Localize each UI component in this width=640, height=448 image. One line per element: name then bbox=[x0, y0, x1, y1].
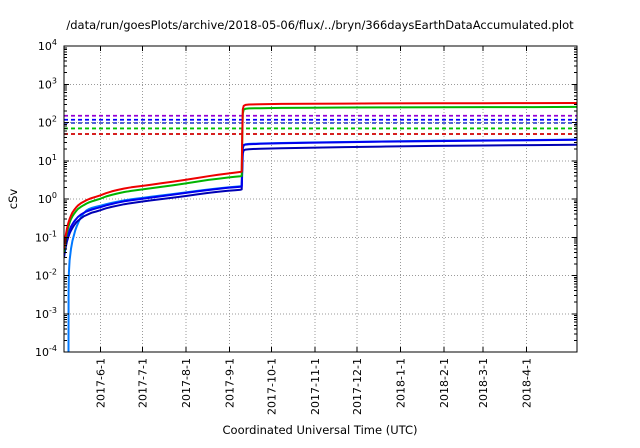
x-tick-label: 2017-7-1 bbox=[136, 358, 149, 408]
x-tick-label: 2017-10-1 bbox=[265, 358, 278, 415]
y-tick-label: 100 bbox=[38, 191, 57, 206]
x-tick-label: 2018-2-1 bbox=[438, 358, 451, 408]
x-tick-label: 2017-6-1 bbox=[94, 358, 107, 408]
plot-title: /data/run/goesPlots/archive/2018-05-06/f… bbox=[66, 18, 574, 32]
series-lines bbox=[64, 102, 577, 352]
tick-labels: 2017-6-1 2017-7-1 2017-8-1 2017-9-1 2017-10-… bbox=[6, 38, 534, 415]
x-axis-label: Coordinated Universal Time (UTC) bbox=[222, 423, 418, 437]
series-red-accumulated bbox=[64, 102, 577, 250]
grid-lines bbox=[64, 45, 577, 353]
y-tick-label: 10-2 bbox=[35, 268, 57, 283]
series-blue-lower-accumulated bbox=[64, 143, 577, 259]
x-tick-label: 2017-11-1 bbox=[309, 358, 322, 415]
x-tick-label: 2017-12-1 bbox=[351, 358, 364, 415]
y-axis-label: cSv bbox=[6, 189, 20, 210]
y-tick-label: 10-4 bbox=[35, 344, 57, 359]
x-tick-label: 2017-9-1 bbox=[223, 358, 236, 408]
y-tick-label: 103 bbox=[38, 76, 57, 91]
y-tick-label: 10-3 bbox=[35, 306, 57, 321]
x-tick-label: 2018-4-1 bbox=[521, 358, 534, 408]
x-tick-label: 2018-1-1 bbox=[394, 358, 407, 408]
x-tick-label: 2018-3-1 bbox=[477, 358, 490, 408]
y-tick-label: 101 bbox=[38, 153, 57, 168]
series-blue-upper-accumulated bbox=[64, 138, 577, 256]
y-tick-label: 10-1 bbox=[35, 229, 57, 244]
x-tick-label: 2017-8-1 bbox=[180, 358, 193, 408]
series-light-blue-accumulated bbox=[67, 138, 577, 352]
y-tick-label: 102 bbox=[38, 115, 57, 130]
y-tick-label: 104 bbox=[38, 38, 57, 53]
limit-lines bbox=[64, 114, 577, 135]
tick-marks bbox=[64, 45, 577, 353]
series-green-accumulated bbox=[64, 105, 577, 254]
